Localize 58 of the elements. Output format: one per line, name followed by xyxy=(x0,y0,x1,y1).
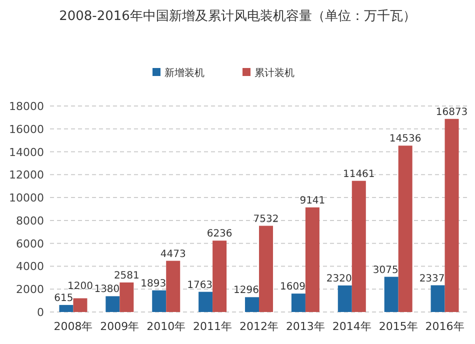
bar xyxy=(291,294,306,312)
data-label: 1200 xyxy=(67,280,93,292)
x-tick-label: 2010年 xyxy=(146,320,186,333)
data-label: 9141 xyxy=(300,195,326,206)
bar xyxy=(59,304,74,312)
bar xyxy=(212,240,227,312)
y-tick-label: 0 xyxy=(37,306,44,319)
bar xyxy=(245,297,259,312)
x-tick-label: 2015年 xyxy=(378,320,418,333)
bar xyxy=(166,260,180,312)
data-label: 3075 xyxy=(372,264,398,276)
data-label: 2581 xyxy=(114,270,140,282)
y-tick-label: 4000 xyxy=(16,260,44,274)
x-tick-label: 2012年 xyxy=(240,320,278,333)
y-tick-label: 14000 xyxy=(9,146,44,159)
y-tick-label: 10000 xyxy=(9,192,44,205)
legend-label: 累计装机 xyxy=(254,67,294,79)
data-label: 1296 xyxy=(234,285,259,296)
data-label: 16873 xyxy=(436,106,468,118)
data-label: 1893 xyxy=(140,278,166,290)
y-tick-label: 2000 xyxy=(16,283,44,296)
y-tick-label: 6000 xyxy=(16,237,44,250)
bar xyxy=(398,146,412,312)
data-label: 7532 xyxy=(253,214,279,225)
legend-label: 新增装机 xyxy=(164,67,204,79)
data-label: 2337 xyxy=(419,273,445,284)
data-label: 2320 xyxy=(326,273,352,284)
y-tick-label: 8000 xyxy=(16,214,44,228)
data-label: 615 xyxy=(54,292,74,304)
bar xyxy=(106,296,120,312)
x-tick-label: 2013年 xyxy=(286,320,325,333)
data-label: 1380 xyxy=(94,284,120,296)
x-tick-label: 2016年 xyxy=(425,320,464,333)
bar xyxy=(352,180,366,312)
bar xyxy=(120,282,134,312)
data-label: 14536 xyxy=(389,134,422,145)
bar xyxy=(198,292,213,312)
x-tick-label: 2011年 xyxy=(193,320,232,333)
x-tick-label: 2008年 xyxy=(54,320,93,333)
bar xyxy=(384,276,398,312)
bar xyxy=(73,298,88,312)
bar xyxy=(152,290,166,312)
data-label: 1763 xyxy=(187,280,213,291)
data-label: 11461 xyxy=(342,168,375,180)
bar xyxy=(444,118,459,312)
data-label: 4473 xyxy=(160,248,186,260)
x-tick-label: 2009年 xyxy=(100,320,140,333)
bar xyxy=(305,207,320,312)
x-tick-label: 2014年 xyxy=(332,320,372,333)
y-tick-label: 12000 xyxy=(9,168,44,182)
chart-title: 2008-2016年中国新增及累计风电装机容量（单位：万千瓦） xyxy=(59,8,416,24)
y-tick-label: 18000 xyxy=(9,100,44,113)
bar xyxy=(430,285,445,312)
bar xyxy=(259,226,273,312)
data-label: 6236 xyxy=(206,228,232,240)
bar xyxy=(338,285,352,312)
y-tick-label: 16000 xyxy=(9,122,44,136)
data-label: 1609 xyxy=(280,282,306,293)
